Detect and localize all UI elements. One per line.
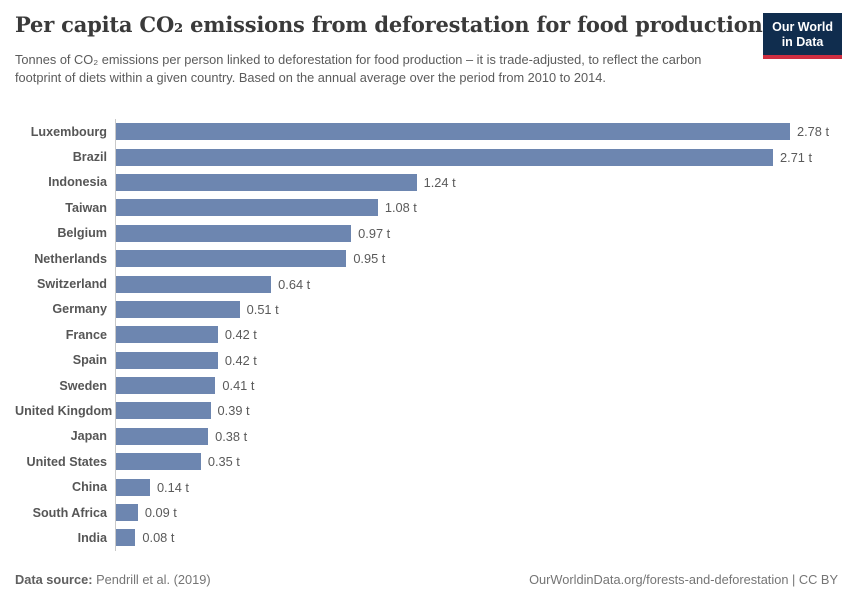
bar-plot-area: 0.39 t <box>115 398 842 424</box>
value-label: 0.39 t <box>217 403 250 419</box>
bar-row: Brazil 2.71 t <box>15 144 842 170</box>
bar-row: Luxembourg 2.78 t <box>15 119 842 145</box>
value-label: 1.08 t <box>384 200 417 216</box>
bar-row: United States 0.35 t <box>15 449 842 475</box>
bar-row: Sweden 0.41 t <box>15 372 842 399</box>
bar-row: Indonesia 1.24 t <box>15 169 842 196</box>
country-label: China <box>72 480 107 495</box>
bar[interactable] <box>116 199 378 217</box>
bar-plot-area: 0.97 t <box>115 220 842 246</box>
page-title: Per capita CO₂ emissions from deforestat… <box>15 12 763 37</box>
country-label: Luxembourg <box>30 124 107 139</box>
bar[interactable] <box>116 148 774 166</box>
bar[interactable] <box>116 300 240 318</box>
bar[interactable] <box>116 173 417 191</box>
bar[interactable] <box>116 326 218 344</box>
value-label: 2.78 t <box>797 124 830 140</box>
bar[interactable] <box>116 224 352 242</box>
bar[interactable] <box>116 123 790 141</box>
data-source: Data source: Pendrill et al. (2019) <box>15 572 211 587</box>
bar[interactable] <box>116 478 150 496</box>
bar-row: India 0.08 t <box>15 525 842 551</box>
data-source-label: Data source: <box>15 572 93 587</box>
value-label: 0.64 t <box>278 276 311 292</box>
country-label: India <box>77 530 107 545</box>
country-label: Spain <box>72 353 107 368</box>
bar[interactable] <box>116 377 216 395</box>
value-label: 1.24 t <box>423 174 456 190</box>
bar[interactable] <box>116 275 272 293</box>
value-label: 0.09 t <box>144 505 177 521</box>
bar-plot-area: 2.78 t <box>115 119 842 145</box>
chart-footer: Data source: Pendrill et al. (2019) OurW… <box>15 572 838 587</box>
bar-row: France 0.42 t <box>15 322 842 348</box>
bar-plot-area: 1.08 t <box>115 195 842 221</box>
data-source-value: Pendrill et al. (2019) <box>92 572 211 587</box>
owid-logo-line1: Our World <box>772 20 833 34</box>
country-label: Taiwan <box>65 200 107 215</box>
country-label: United States <box>26 454 107 469</box>
country-label: Indonesia <box>48 175 107 190</box>
country-label: Germany <box>52 302 107 317</box>
bar[interactable] <box>116 504 138 522</box>
bar-plot-area: 0.38 t <box>115 423 842 450</box>
country-label: United Kingdom <box>15 403 113 418</box>
bar-row: Belgium 0.97 t <box>15 220 842 246</box>
bar-plot-area: 0.14 t <box>115 474 842 500</box>
bar-row: Switzerland 0.64 t <box>15 271 842 297</box>
bar[interactable] <box>116 453 201 471</box>
country-label: Belgium <box>57 226 107 241</box>
bar-plot-area: 2.71 t <box>115 144 842 170</box>
bar-row: Netherlands 0.95 t <box>15 245 842 272</box>
bar-row: Spain 0.42 t <box>15 347 842 373</box>
bar-plot-area: 0.51 t <box>115 296 842 323</box>
value-label: 0.38 t <box>215 428 248 444</box>
owid-citation-link[interactable]: OurWorldinData.org/forests-and-deforesta… <box>529 572 838 587</box>
bar-row: Taiwan 1.08 t <box>15 195 842 221</box>
country-label: Brazil <box>72 150 107 165</box>
country-label: France <box>65 327 107 342</box>
bar[interactable] <box>116 529 136 547</box>
bar-plot-area: 0.08 t <box>115 525 842 551</box>
bar-plot-area: 0.41 t <box>115 372 842 399</box>
country-label: Japan <box>70 429 107 444</box>
bar[interactable] <box>116 427 209 445</box>
bar-plot-area: 0.42 t <box>115 347 842 373</box>
bar-rows: Luxembourg 2.78 t Brazil 2.71 t Indonesia 1.2… <box>15 119 842 551</box>
country-label: South Africa <box>32 505 107 520</box>
bar[interactable] <box>116 402 211 420</box>
value-label: 0.41 t <box>222 378 255 394</box>
bar-chart: Luxembourg 2.78 t Brazil 2.71 t Indonesia 1.2… <box>15 119 842 551</box>
country-label: Sweden <box>59 378 107 393</box>
value-label: 0.42 t <box>224 352 257 368</box>
value-label: 2.71 t <box>780 149 813 165</box>
chart-subtitle: Tonnes of CO₂ emissions per person linke… <box>15 52 702 86</box>
bar-plot-area: 1.24 t <box>115 169 842 196</box>
bar[interactable] <box>116 351 218 369</box>
value-label: 0.14 t <box>156 479 189 495</box>
bar-row: Japan 0.38 t <box>15 423 842 450</box>
bar-row: Germany 0.51 t <box>15 296 842 323</box>
value-label: 0.42 t <box>224 327 257 343</box>
country-label: Netherlands <box>34 251 107 266</box>
bar-plot-area: 0.35 t <box>115 449 842 475</box>
value-label: 0.35 t <box>207 454 240 470</box>
value-label: 0.97 t <box>358 225 391 241</box>
bar-plot-area: 0.64 t <box>115 271 842 297</box>
bar-row: China 0.14 t <box>15 474 842 500</box>
bar-plot-area: 0.95 t <box>115 245 842 272</box>
bar-plot-area: 0.42 t <box>115 322 842 348</box>
value-label: 0.08 t <box>142 530 175 546</box>
owid-logo: Our World in Data <box>763 13 842 59</box>
bar-row: United Kingdom 0.39 t <box>15 398 842 424</box>
value-label: 0.51 t <box>246 301 279 317</box>
country-label: Switzerland <box>37 277 107 292</box>
bar[interactable] <box>116 250 347 268</box>
bar-plot-area: 0.09 t <box>115 499 842 526</box>
bar-row: South Africa 0.09 t <box>15 499 842 526</box>
owid-logo-line2: in Data <box>781 35 824 49</box>
value-label: 0.95 t <box>353 251 386 267</box>
